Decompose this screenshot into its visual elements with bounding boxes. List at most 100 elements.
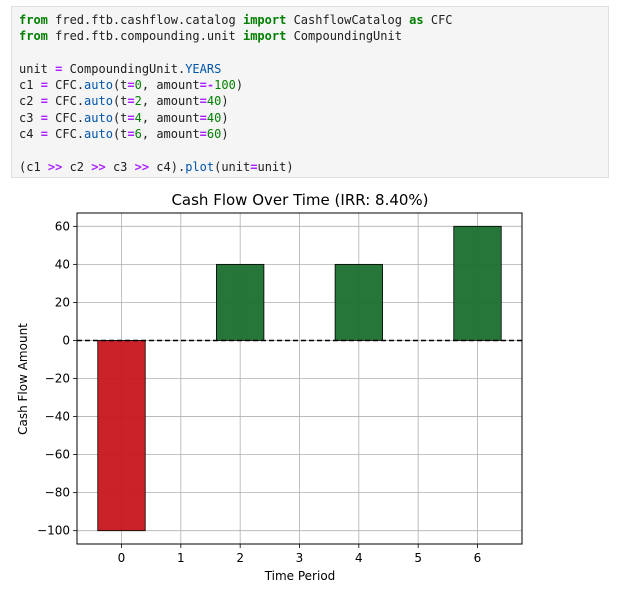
code-token: c1 (19, 78, 41, 93)
code-token: from (19, 29, 48, 44)
bar-t2 (216, 263, 265, 341)
code-token: CompoundingUnit (286, 29, 402, 44)
code-token: , amount (141, 94, 200, 109)
code-token: = (127, 78, 135, 93)
code-token: = (250, 159, 258, 174)
y-tick-label: −60 (45, 448, 70, 462)
x-tick-label: 1 (177, 551, 185, 565)
code-token: c3 (19, 110, 41, 125)
x-tick-label: 6 (474, 551, 482, 565)
y-tick-label: −20 (45, 372, 70, 386)
code-token: (t (112, 94, 128, 109)
code-token: 6 (134, 127, 142, 142)
code-token: c3 (105, 159, 135, 174)
code-token: ) (235, 78, 244, 93)
code-token: CFC. (47, 110, 85, 125)
code-token: 4 (134, 110, 142, 125)
code-token: auto (84, 78, 113, 93)
code-token: ) (221, 94, 229, 109)
code-line: unit = CompoundingUnit.YEARS (19, 61, 601, 77)
code-token: = (199, 110, 207, 125)
code-token: = (127, 94, 135, 109)
x-tick-label: 5 (414, 551, 422, 565)
code-token: ) (221, 110, 229, 125)
bar-t6 (453, 225, 502, 341)
code-token: = (40, 110, 48, 125)
cash-flow-chart: Cash Flow Over Time (IRR: 8.40%) 0 1 2 3 4 5 6… (16, 191, 523, 583)
code-line: c1 = CFC.auto(t=0, amount=-100) (19, 77, 601, 93)
code-token: CFC. (47, 94, 85, 109)
code-line (19, 45, 601, 61)
bar-t0 (97, 340, 146, 532)
x-axis-label: Time Period (264, 569, 336, 583)
code-token: ) (221, 127, 229, 142)
code-token: unit (19, 61, 56, 76)
code-token: >> (134, 159, 150, 174)
x-tick-label: 3 (296, 551, 304, 565)
code-token: auto (84, 110, 113, 125)
code-line: c3 = CFC.auto(t=4, amount=40) (19, 110, 601, 126)
y-tick-label: −100 (37, 524, 70, 538)
code-token: 2 (134, 94, 142, 109)
x-tick-label: 4 (355, 551, 363, 565)
code-token: = (40, 94, 48, 109)
code-token: , amount (141, 127, 200, 142)
code-token: >> (47, 159, 63, 174)
code-token: 60 (206, 127, 222, 142)
y-axis-label: Cash Flow Amount (16, 323, 30, 435)
code-line: (c1 >> c2 >> c3 >> c4).plot(unit=unit) (19, 159, 601, 175)
code-token: >> (91, 159, 106, 174)
code-token: YEARS (185, 61, 222, 76)
code-token: (t (112, 78, 128, 93)
code-token: , amount (141, 78, 200, 93)
code-token: = (127, 110, 135, 125)
y-tick-label: 20 (55, 295, 70, 309)
code-token: (unit (214, 159, 251, 174)
code-token: 0 (134, 78, 142, 93)
x-axis-ticks: 0 1 2 3 4 5 6 (118, 544, 482, 565)
code-token: CFC. (47, 127, 85, 142)
code-token: unit) (257, 159, 294, 174)
y-tick-label: −40 (45, 410, 70, 424)
code-token: (t (112, 110, 128, 125)
y-tick-label: 60 (55, 219, 70, 233)
code-line (19, 142, 601, 158)
code-token: as (409, 13, 424, 27)
code-token: 40 (206, 94, 222, 109)
code-token: CashflowCatalog (286, 13, 410, 27)
code-token: = (40, 78, 48, 93)
code-token: 100 (214, 78, 236, 93)
chart-title: Cash Flow Over Time (IRR: 8.40%) (171, 191, 428, 209)
code-token: from (19, 13, 48, 27)
code-token: c4). (149, 159, 186, 174)
code-line: from fred.ftb.cashflow.catalog import Ca… (19, 12, 601, 28)
bar-t4 (334, 263, 383, 341)
code-token: CompoundingUnit. (62, 61, 186, 76)
code-token: fred.ftb.cashflow.catalog (47, 13, 243, 27)
code-line: c4 = CFC.auto(t=6, amount=60) (19, 126, 601, 142)
code-token: = (199, 94, 207, 109)
code-token: (t (112, 127, 128, 142)
bars (97, 225, 502, 532)
code-token: 40 (206, 110, 222, 125)
code-line: from fred.ftb.compounding.unit import Co… (19, 28, 601, 44)
code-token: auto (84, 94, 113, 109)
code-token: =- (199, 78, 215, 93)
code-token: , amount (141, 110, 200, 125)
code-token: import (242, 29, 287, 44)
y-tick-label: −80 (45, 486, 70, 500)
code-token: (c1 (19, 159, 48, 174)
code-token: c4 (19, 127, 41, 142)
code-token: c2 (19, 94, 41, 109)
code-token: plot (185, 159, 215, 174)
code-token: fred.ftb.compounding.unit (47, 29, 243, 44)
code-token: c2 (62, 159, 92, 174)
code-token: = (40, 127, 48, 142)
code-token: CFC. (47, 78, 85, 93)
code-cell[interactable]: from fred.ftb.cashflow.catalog import Ca… (11, 6, 609, 178)
x-tick-label: 2 (236, 551, 244, 565)
code-token: import (242, 13, 287, 27)
code-line: c2 = CFC.auto(t=2, amount=40) (19, 93, 601, 109)
y-tick-label: 0 (62, 333, 70, 347)
code-token: = (127, 127, 135, 142)
